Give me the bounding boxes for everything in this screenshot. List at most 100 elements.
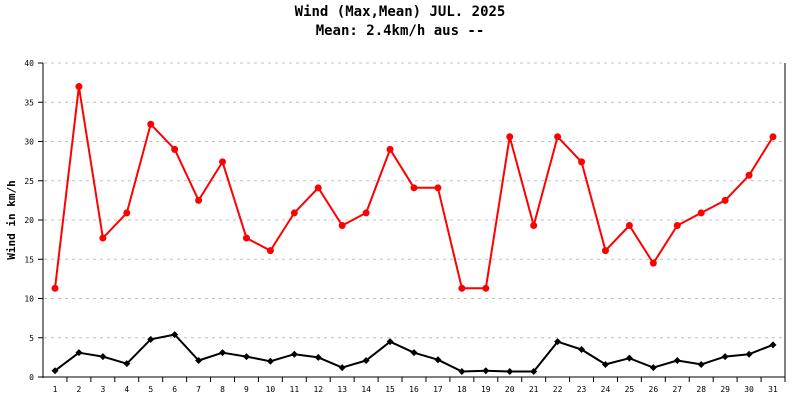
data-point-marker [123, 360, 131, 368]
data-point-marker [314, 353, 322, 361]
series-max [51, 83, 777, 292]
data-point-marker [554, 133, 562, 141]
data-point-marker [745, 350, 753, 358]
data-point-marker [123, 209, 131, 217]
x-tick-label: 19 [481, 385, 491, 394]
y-tick-label: 35 [24, 98, 34, 107]
data-point-marker [506, 368, 514, 376]
data-point-marker [266, 357, 274, 365]
data-point-marker [219, 349, 227, 357]
data-point-marker [75, 349, 83, 357]
data-point-marker [458, 368, 466, 376]
data-point-marker [410, 349, 418, 357]
x-tick-label: 27 [672, 385, 682, 394]
data-point-marker [99, 353, 107, 361]
data-point-marker [769, 341, 777, 349]
data-point-marker [530, 221, 538, 229]
data-point-marker [697, 209, 705, 217]
x-tick-label: 30 [744, 385, 754, 394]
chart-subtitle: Mean: 2.4km/h aus -- [315, 23, 485, 39]
data-point-marker [673, 221, 681, 229]
x-tick-label: 24 [601, 385, 611, 394]
y-tick-label: 15 [24, 255, 34, 264]
data-point-marker [625, 354, 633, 362]
data-point-marker [721, 353, 729, 361]
data-point-marker [601, 247, 609, 255]
series-mean [51, 331, 777, 376]
x-tick-label: 16 [409, 385, 419, 394]
x-tick-label: 29 [720, 385, 730, 394]
x-tick-label: 4 [124, 385, 129, 394]
data-series [51, 83, 777, 376]
data-point-marker [578, 158, 586, 166]
x-tick-label: 9 [244, 385, 249, 394]
data-point-marker [338, 364, 346, 372]
chart-title: Wind (Max,Mean) JUL. 2025 [294, 4, 506, 20]
x-tick-label: 14 [361, 385, 371, 394]
data-point-marker [458, 284, 466, 292]
data-point-marker [195, 196, 203, 204]
data-point-marker [171, 145, 179, 153]
data-point-marker [195, 357, 203, 365]
data-point-marker [75, 83, 83, 91]
x-tick-label: 11 [290, 385, 300, 394]
x-tick-label: 13 [337, 385, 347, 394]
x-tick-label: 3 [100, 385, 105, 394]
data-point-marker [362, 209, 370, 217]
x-tick-label: 6 [172, 385, 177, 394]
x-tick-label: 21 [529, 385, 539, 394]
x-tick-label: 12 [313, 385, 323, 394]
data-point-marker [219, 158, 227, 166]
x-tick-label: 1 [53, 385, 58, 394]
x-tick-label: 5 [148, 385, 153, 394]
y-axis-ticks: 0 5 10 15 20 25 30 35 40 [24, 59, 43, 382]
x-tick-label: 17 [433, 385, 443, 394]
x-tick-label: 7 [196, 385, 201, 394]
data-point-marker [242, 353, 250, 361]
data-point-marker [434, 184, 442, 192]
y-axis-label: Wind in km/h [5, 180, 18, 259]
data-point-marker [578, 346, 586, 354]
data-point-marker [745, 171, 753, 179]
y-tick-label: 5 [29, 334, 34, 343]
y-tick-label: 25 [24, 177, 34, 186]
y-tick-label: 20 [24, 216, 34, 225]
data-point-marker [601, 360, 609, 368]
data-point-marker [147, 335, 155, 343]
data-point-marker [290, 209, 298, 217]
data-point-marker [697, 360, 705, 368]
y-tick-label: 40 [24, 59, 34, 68]
data-point-marker [314, 184, 322, 192]
y-tick-label: 10 [24, 295, 34, 304]
grid-lines [44, 62, 785, 339]
data-point-marker [99, 234, 107, 242]
data-point-marker [51, 284, 59, 292]
data-point-marker [338, 221, 346, 229]
x-tick-label: 18 [457, 385, 467, 394]
data-point-marker [625, 221, 633, 229]
x-tick-label: 23 [577, 385, 587, 394]
x-tick-label: 2 [77, 385, 82, 394]
x-tick-label: 8 [220, 385, 225, 394]
data-point-marker [290, 350, 298, 358]
x-tick-label: 26 [649, 385, 659, 394]
x-axis-ticks: 1 2 3 4 5 6 7 8 9 10 11 12 13 14 15 16 17 18 19 20 21 22 23 24 2… [53, 377, 786, 394]
data-point-marker [649, 364, 657, 372]
data-point-marker [242, 234, 250, 242]
data-point-marker [673, 357, 681, 365]
x-tick-label: 28 [696, 385, 706, 394]
data-point-marker [649, 259, 657, 267]
data-point-marker [266, 247, 274, 255]
data-point-marker [171, 331, 179, 339]
data-point-marker [530, 368, 538, 376]
y-tick-label: 30 [24, 138, 34, 147]
axes [42, 63, 786, 378]
x-tick-label: 15 [385, 385, 395, 394]
x-tick-label: 10 [266, 385, 276, 394]
x-tick-label: 25 [625, 385, 635, 394]
data-point-marker [51, 367, 59, 375]
data-point-marker [410, 184, 418, 192]
data-point-marker [362, 357, 370, 365]
data-point-marker [721, 196, 729, 204]
